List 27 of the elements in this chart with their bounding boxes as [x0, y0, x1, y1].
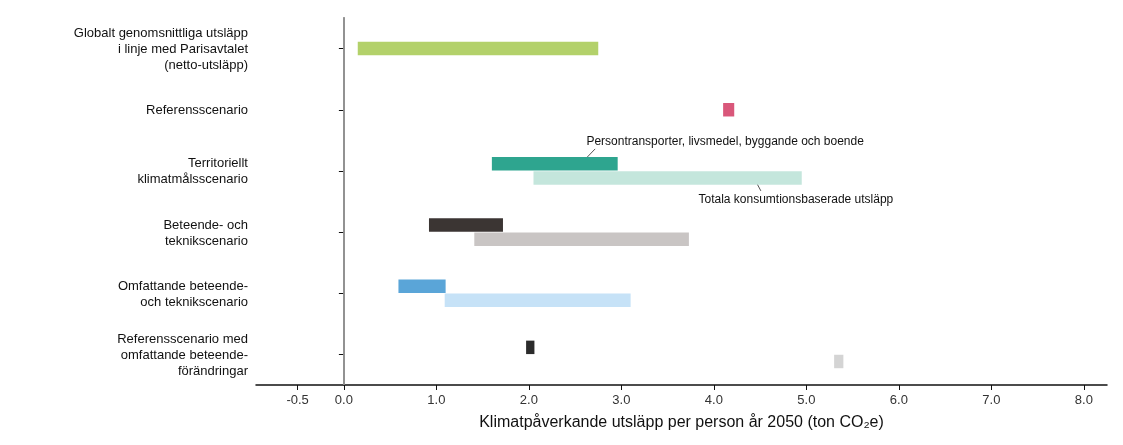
- bar: [398, 279, 446, 293]
- y-tick-label: Territoriellt klimatmålsscenario: [137, 155, 249, 187]
- bar: [428, 218, 503, 232]
- x-tick-label: 1.0: [427, 392, 446, 407]
- bar: [533, 171, 802, 185]
- y-tick-label: Globalt genomsnittliga utsläpp i linje med Parisavtalet (netto-utsläpp): [73, 25, 249, 73]
- annotation: Totala konsumtionsbaserade utsläpp: [698, 191, 894, 206]
- y-tick-label: Beteende- och teknikscenario: [163, 216, 248, 248]
- bar: [474, 232, 689, 246]
- x-tick-label: 8.0: [1074, 392, 1093, 407]
- x-tick-label: 2.0: [519, 392, 538, 407]
- bar: [834, 354, 844, 369]
- y-tick-label: Referensscenario med omfattande beteende- förändringar: [117, 330, 249, 378]
- bar: [491, 157, 618, 171]
- bar: [444, 293, 631, 308]
- x-tick-label: 4.0: [704, 392, 723, 407]
- x-tick-label: 0.0: [334, 392, 353, 407]
- x-tick-label: 3.0: [612, 392, 631, 407]
- annotation: Persontransporter, livsmedel, byggande och boende: [586, 133, 865, 148]
- y-tick-label: Omfattande beteende- och teknikscenario: [117, 277, 248, 309]
- x-tick-label: 7.0: [982, 392, 1001, 407]
- bar: [526, 340, 535, 355]
- y-tick-label: Referensscenario: [146, 102, 248, 118]
- x-tick-label: 5.0: [797, 392, 816, 407]
- x-tick-label: -0.5: [286, 392, 309, 407]
- x-tick-label: 6.0: [889, 392, 908, 407]
- x-axis-title: Klimatpåverkande utsläpp per person år 2050 (ton CO₂e): [479, 412, 884, 430]
